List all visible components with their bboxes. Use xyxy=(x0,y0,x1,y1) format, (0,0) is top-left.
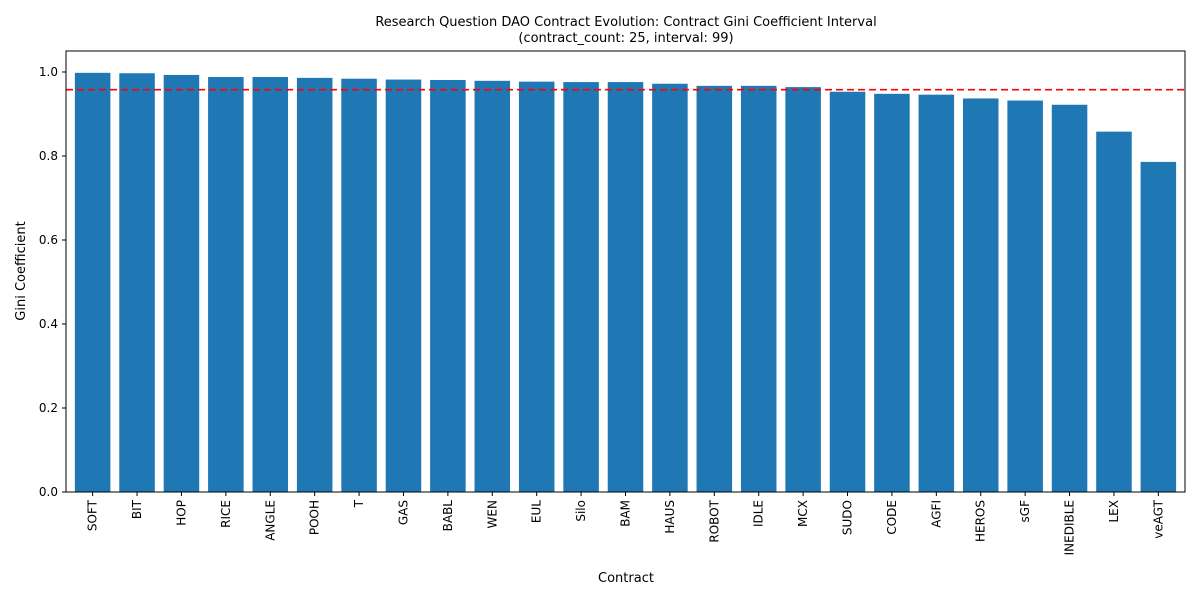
bar-hop xyxy=(163,74,200,492)
x-tick-label: MCX xyxy=(796,500,810,527)
y-axis: 0.0 0.2 0.4 0.6 0.8 1.0 xyxy=(39,65,66,499)
x-tick-label: HEROS xyxy=(974,500,988,542)
x-tick-label: SUDO xyxy=(841,500,855,535)
x-tick-label: WEN xyxy=(485,500,499,528)
bar-gas xyxy=(385,79,422,492)
y-tick-label: 0.6 xyxy=(39,233,58,247)
x-tick-label: HAUS xyxy=(663,500,677,534)
x-tick-label: RICE xyxy=(219,500,233,528)
y-tick-label: 0.0 xyxy=(39,485,58,499)
x-tick-label: BAM xyxy=(619,500,633,527)
chart-subtitle: (contract_count: 25, interval: 99) xyxy=(518,31,733,46)
y-tick-label: 1.0 xyxy=(39,65,58,79)
x-tick-label: POOH xyxy=(308,500,322,535)
bar-veagt xyxy=(1140,161,1177,492)
chart-title: Research Question DAO Contract Evolution… xyxy=(375,15,876,30)
bar-wen xyxy=(474,80,511,492)
y-axis-label: Gini Coefficient xyxy=(14,221,29,320)
bar-heros xyxy=(962,98,999,493)
bar-inedible xyxy=(1051,104,1088,492)
bar-soft xyxy=(74,72,111,492)
x-tick-label: HOP xyxy=(174,500,188,526)
bar-babl xyxy=(430,79,466,492)
x-tick-label: ANGLE xyxy=(263,500,277,541)
x-tick-label: T xyxy=(352,499,366,508)
bar-idle xyxy=(740,85,777,493)
bar-angle xyxy=(252,77,289,492)
x-tick-label: ROBOT xyxy=(707,499,721,542)
x-tick-label: sGF xyxy=(1018,500,1032,523)
bar-haus xyxy=(652,83,688,492)
bar-robot xyxy=(696,85,733,493)
x-tick-label: LEX xyxy=(1107,500,1121,523)
bars-group xyxy=(74,72,1177,493)
x-tick-label: BIT xyxy=(130,499,144,519)
bar-rice xyxy=(208,77,244,492)
bar-mcx xyxy=(785,87,821,493)
x-tick-label: SOFT xyxy=(86,499,100,531)
y-tick-label: 0.8 xyxy=(39,149,58,163)
y-tick-label: 0.2 xyxy=(39,401,58,415)
plot-frame xyxy=(65,50,1186,493)
x-tick-label: CODE xyxy=(885,500,899,535)
y-tick-label: 0.4 xyxy=(39,317,58,331)
bar-lex xyxy=(1096,131,1132,492)
bar-code xyxy=(874,93,910,492)
x-tick-label: AGFI xyxy=(929,500,943,528)
bar-pooh xyxy=(296,77,333,492)
bar-eul xyxy=(518,81,555,492)
bar-silo xyxy=(563,82,599,492)
x-axis: SOFT BIT HOP RICE ANGLE POOH T GAS BABL WEN EUL Sil… xyxy=(86,492,1165,555)
x-tick-label: IDLE xyxy=(752,500,766,527)
bar-sudo xyxy=(829,91,866,493)
bar-bam xyxy=(607,82,644,492)
bar-agfi xyxy=(918,94,955,493)
bar-bit xyxy=(119,73,155,492)
x-tick-label: EUL xyxy=(530,500,544,523)
x-tick-label: Silo xyxy=(574,500,588,522)
x-tick-label: GAS xyxy=(396,500,410,525)
x-axis-label: Contract xyxy=(598,571,654,586)
bar-sgf xyxy=(1007,100,1043,492)
bar-t xyxy=(341,78,377,492)
x-tick-label: BABL xyxy=(441,500,455,532)
x-tick-label: veAGT xyxy=(1151,499,1165,538)
x-tick-label: INEDIBLE xyxy=(1063,500,1077,555)
